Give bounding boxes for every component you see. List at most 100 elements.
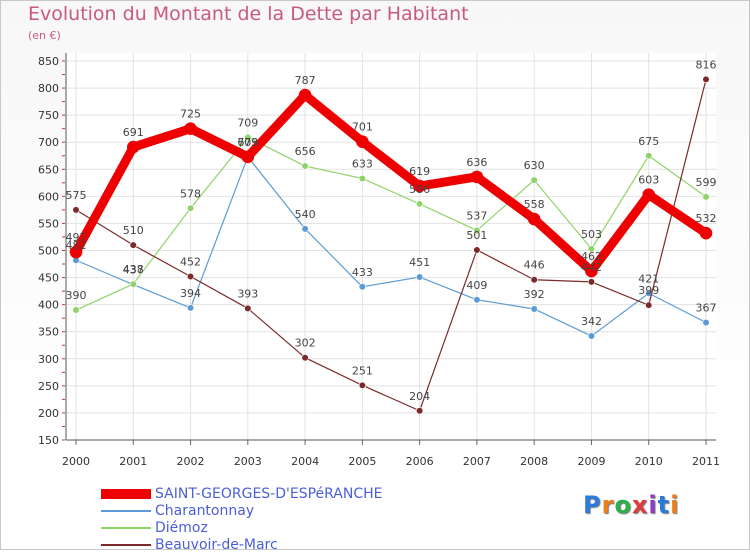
legend-item: Beauvoir-de-Marc xyxy=(101,536,383,553)
data-label-1: 394 xyxy=(180,287,201,300)
series-point-2 xyxy=(129,280,137,288)
y-tick-label: 800 xyxy=(38,82,59,95)
legend-item: Charantonnay xyxy=(101,502,383,519)
data-label-0: 532 xyxy=(696,212,717,225)
data-label-2: 438 xyxy=(123,263,144,276)
data-label-2: 709 xyxy=(237,116,258,129)
data-label-2: 578 xyxy=(180,187,201,200)
series-point-0 xyxy=(356,135,369,148)
series-point-3 xyxy=(587,278,596,286)
series-point-1 xyxy=(587,332,596,340)
x-tick-label: 2011 xyxy=(692,455,720,468)
x-tick-label: 2007 xyxy=(463,455,491,468)
series-point-2 xyxy=(473,226,481,235)
series-point-1 xyxy=(702,318,710,327)
data-label-2: 599 xyxy=(696,176,717,189)
series-point-1 xyxy=(358,283,366,291)
data-label-3: 399 xyxy=(638,284,659,297)
series-point-0 xyxy=(642,188,656,202)
x-tick-label: 2002 xyxy=(177,455,205,468)
series-point-3 xyxy=(416,407,424,415)
y-tick-label: 600 xyxy=(38,190,59,203)
data-label-0: 603 xyxy=(638,174,659,187)
legend: SAINT-GEORGES-D'ESPéRANCHE Charantonnay Di… xyxy=(101,485,383,553)
data-label-1: 342 xyxy=(581,315,602,328)
series-point-3 xyxy=(129,241,137,249)
series-point-1 xyxy=(301,225,309,233)
series-point-1 xyxy=(186,304,195,312)
chart-subtitle: (en €) xyxy=(28,29,61,42)
series-point-0 xyxy=(126,140,140,154)
data-label-2: 390 xyxy=(66,289,87,302)
data-label-0: 709 xyxy=(237,136,258,149)
data-label-3: 442 xyxy=(581,261,602,274)
data-label-1: 673 xyxy=(237,136,258,149)
series-point-3 xyxy=(186,272,195,281)
proxiti-logo: Proxiti xyxy=(583,491,680,519)
series-point-0 xyxy=(527,212,541,226)
data-label-1: 367 xyxy=(696,302,717,315)
data-label-2: 675 xyxy=(638,135,659,148)
series-point-0 xyxy=(470,170,484,184)
x-tick-label: 2008 xyxy=(520,455,548,468)
y-tick-label: 550 xyxy=(38,217,59,230)
data-label-2: 586 xyxy=(409,183,430,196)
y-tick-label: 700 xyxy=(38,136,59,149)
series-line-0 xyxy=(71,90,711,276)
y-tick-label: 200 xyxy=(38,407,59,420)
data-label-2: 537 xyxy=(466,209,487,222)
series-point-3 xyxy=(72,206,80,214)
data-label-0: 787 xyxy=(295,74,316,87)
legend-swatch xyxy=(101,509,151,512)
series-point-2 xyxy=(72,306,80,314)
data-label-1: 409 xyxy=(466,279,487,292)
data-label-0: 691 xyxy=(123,126,144,139)
series-point-3 xyxy=(645,301,653,309)
series-point-3 xyxy=(244,304,252,313)
legend-swatch xyxy=(101,488,151,499)
x-tick-label: 2005 xyxy=(348,455,376,468)
series-line-3 xyxy=(75,78,707,412)
legend-item: Diémoz xyxy=(101,519,383,536)
series-point-0 xyxy=(69,245,83,259)
data-label-3: 251 xyxy=(352,364,373,377)
series-point-3 xyxy=(530,276,538,284)
series-point-0 xyxy=(413,179,426,193)
legend-item: SAINT-GEORGES-D'ESPéRANCHE xyxy=(101,485,383,502)
data-label-3: 510 xyxy=(123,224,144,237)
x-tick-label: 2000 xyxy=(62,455,90,468)
series-point-0 xyxy=(298,88,312,102)
data-label-3: 452 xyxy=(180,255,201,268)
legend-label: SAINT-GEORGES-D'ESPéRANCHE xyxy=(155,485,383,502)
data-label-1: 437 xyxy=(123,264,144,277)
data-label-1: 451 xyxy=(409,256,430,269)
series-point-3 xyxy=(702,75,710,84)
y-tick-label: 300 xyxy=(38,353,59,366)
legend-label: Charantonnay xyxy=(155,502,255,519)
data-label-2: 630 xyxy=(524,159,545,172)
series-point-2 xyxy=(186,204,195,212)
x-tick-label: 2010 xyxy=(635,455,663,468)
series-point-2 xyxy=(244,133,252,141)
y-tick-label: 650 xyxy=(38,163,59,176)
series-point-1 xyxy=(473,296,481,304)
y-tick-label: 400 xyxy=(38,299,59,312)
data-label-1: 433 xyxy=(352,266,373,279)
y-tick-label: 450 xyxy=(38,272,59,285)
data-label-3: 501 xyxy=(466,229,487,242)
data-label-3: 204 xyxy=(409,390,430,403)
series-point-2 xyxy=(301,162,309,170)
legend-swatch xyxy=(101,543,151,546)
data-label-2: 503 xyxy=(581,228,602,241)
series-point-2 xyxy=(645,152,653,160)
data-label-0: 725 xyxy=(180,108,201,121)
data-label-1: 421 xyxy=(638,272,659,285)
data-label-1: 540 xyxy=(295,208,316,221)
data-label-3: 393 xyxy=(237,287,258,300)
series-point-3 xyxy=(301,354,309,362)
x-tick-label: 2003 xyxy=(234,455,262,468)
data-label-1: 392 xyxy=(524,288,545,301)
data-label-0: 636 xyxy=(466,156,487,169)
series-point-0 xyxy=(699,226,713,240)
